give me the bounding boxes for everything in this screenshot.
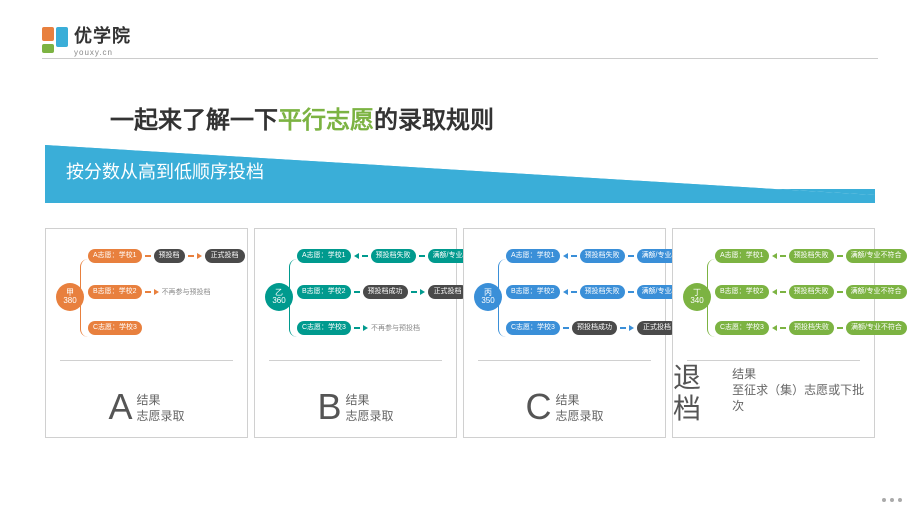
branch-row: C志愿：学校3 不再参与预投档 <box>297 321 420 335</box>
result-letter: A <box>108 389 132 425</box>
result-label: 结果 <box>137 393 185 409</box>
wish-pill: A志愿：学校1 <box>715 249 769 263</box>
end-pill: 满额/专业不符合 <box>846 249 907 263</box>
wish-pill: B志愿：学校2 <box>297 285 351 299</box>
branch-row: A志愿：学校1 预投档失败满额/专业不符合 <box>715 249 907 263</box>
panel-0: 甲380A志愿：学校1预投档正式投档B志愿：学校2不再参与预投档C志愿：学校3A… <box>45 228 248 438</box>
top-divider <box>42 58 878 59</box>
logo-icon <box>42 27 68 53</box>
branch-row: C志愿：学校3 <box>88 321 142 335</box>
result-letter: B <box>317 389 341 425</box>
branch-row: B志愿：学校2 预投档失败满额/专业不符合 <box>715 285 907 299</box>
logo: 优学院 youxy.cn <box>42 22 131 57</box>
note-text: 不再参与预投档 <box>371 323 420 333</box>
footer-dots <box>882 498 902 502</box>
wish-pill: A志愿：学校1 <box>297 249 351 263</box>
logo-text-en: youxy.cn <box>74 48 131 57</box>
result-label: 结果 <box>346 393 394 409</box>
result-label: 结果 <box>732 367 874 383</box>
branch-row: C志愿：学校3 预投档成功 正式投档 <box>506 321 677 335</box>
result-detail: 志愿录取 <box>346 409 394 425</box>
mid-pill: 预投档失败 <box>789 249 834 263</box>
wish-pill: A志愿：学校1 <box>88 249 142 263</box>
end-pill: 正式投档 <box>637 321 677 335</box>
panel-3: 丁340A志愿：学校1预投档失败满额/专业不符合B志愿：学校2预投档失败满额/专… <box>672 228 875 438</box>
end-pill: 满额/专业不符合 <box>846 285 907 299</box>
panel-2: 丙350A志愿：学校1预投档失败满额/专业/等级不符合B志愿：学校2预投档失败满… <box>463 228 666 438</box>
result-detail: 志愿录取 <box>555 409 603 425</box>
mid-pill: 预投档失败 <box>371 249 416 263</box>
result-letter: C <box>525 389 551 425</box>
branch-row: B志愿：学校2 不再参与预投档 <box>88 285 211 299</box>
wish-pill: A志愿：学校1 <box>506 249 560 263</box>
panel-footer: C结果志愿录取 <box>464 389 665 425</box>
panels-container: 甲380A志愿：学校1预投档正式投档B志愿：学校2不再参与预投档C志愿：学校3A… <box>45 228 875 438</box>
note-text: 不再参与预投档 <box>162 287 211 297</box>
mid-pill: 预投档成功 <box>363 285 408 299</box>
panel-footer: B 结果志愿录取 <box>255 389 456 425</box>
wish-pill: C志愿：学校3 <box>715 321 769 335</box>
result-detail: 志愿录取 <box>137 409 185 425</box>
wish-pill: B志愿：学校2 <box>506 285 560 299</box>
mid-pill: 预投档成功 <box>572 321 617 335</box>
wish-pill: C志愿：学校3 <box>88 321 142 335</box>
logo-text-cn: 优学院 <box>74 22 131 48</box>
panel-footer: 退档结果至征求（集）志愿或下批次 <box>673 363 874 425</box>
mid-pill: 预投档失败 <box>580 249 625 263</box>
result-label: 结果 <box>555 393 603 409</box>
result-word: 退档 <box>673 363 728 425</box>
wish-pill: C志愿：学校3 <box>297 321 351 335</box>
mid-pill: 预投档 <box>154 249 185 263</box>
subtitle-text: 按分数从高到低顺序投档 <box>66 158 264 184</box>
mid-pill: 预投档失败 <box>580 285 625 299</box>
branch-row: C志愿：学校3 预投档失败满额/专业不符合 <box>715 321 907 335</box>
panel-footer: A 结果志愿录取 <box>46 389 247 425</box>
mid-pill: 预投档失败 <box>789 321 834 335</box>
mid-pill: 预投档失败 <box>789 285 834 299</box>
wish-pill: C志愿：学校3 <box>506 321 560 335</box>
wish-pill: B志愿：学校2 <box>715 285 769 299</box>
end-pill: 正式投档 <box>428 285 468 299</box>
page-title: 一起来了解一下平行志愿的录取规则 <box>110 100 494 135</box>
end-pill: 正式投档 <box>205 249 245 263</box>
branch-row: A志愿：学校1 预投档 正式投档 <box>88 249 245 263</box>
wish-pill: B志愿：学校2 <box>88 285 142 299</box>
end-pill: 满额/专业不符合 <box>846 321 907 335</box>
branch-row: B志愿：学校2 预投档成功 正式投档 <box>297 285 468 299</box>
result-detail: 至征求（集）志愿或下批次 <box>732 383 874 414</box>
panel-1: 乙360A志愿：学校1预投档失败满额/专业/等级不符合B志愿：学校2预投档成功正… <box>254 228 457 438</box>
